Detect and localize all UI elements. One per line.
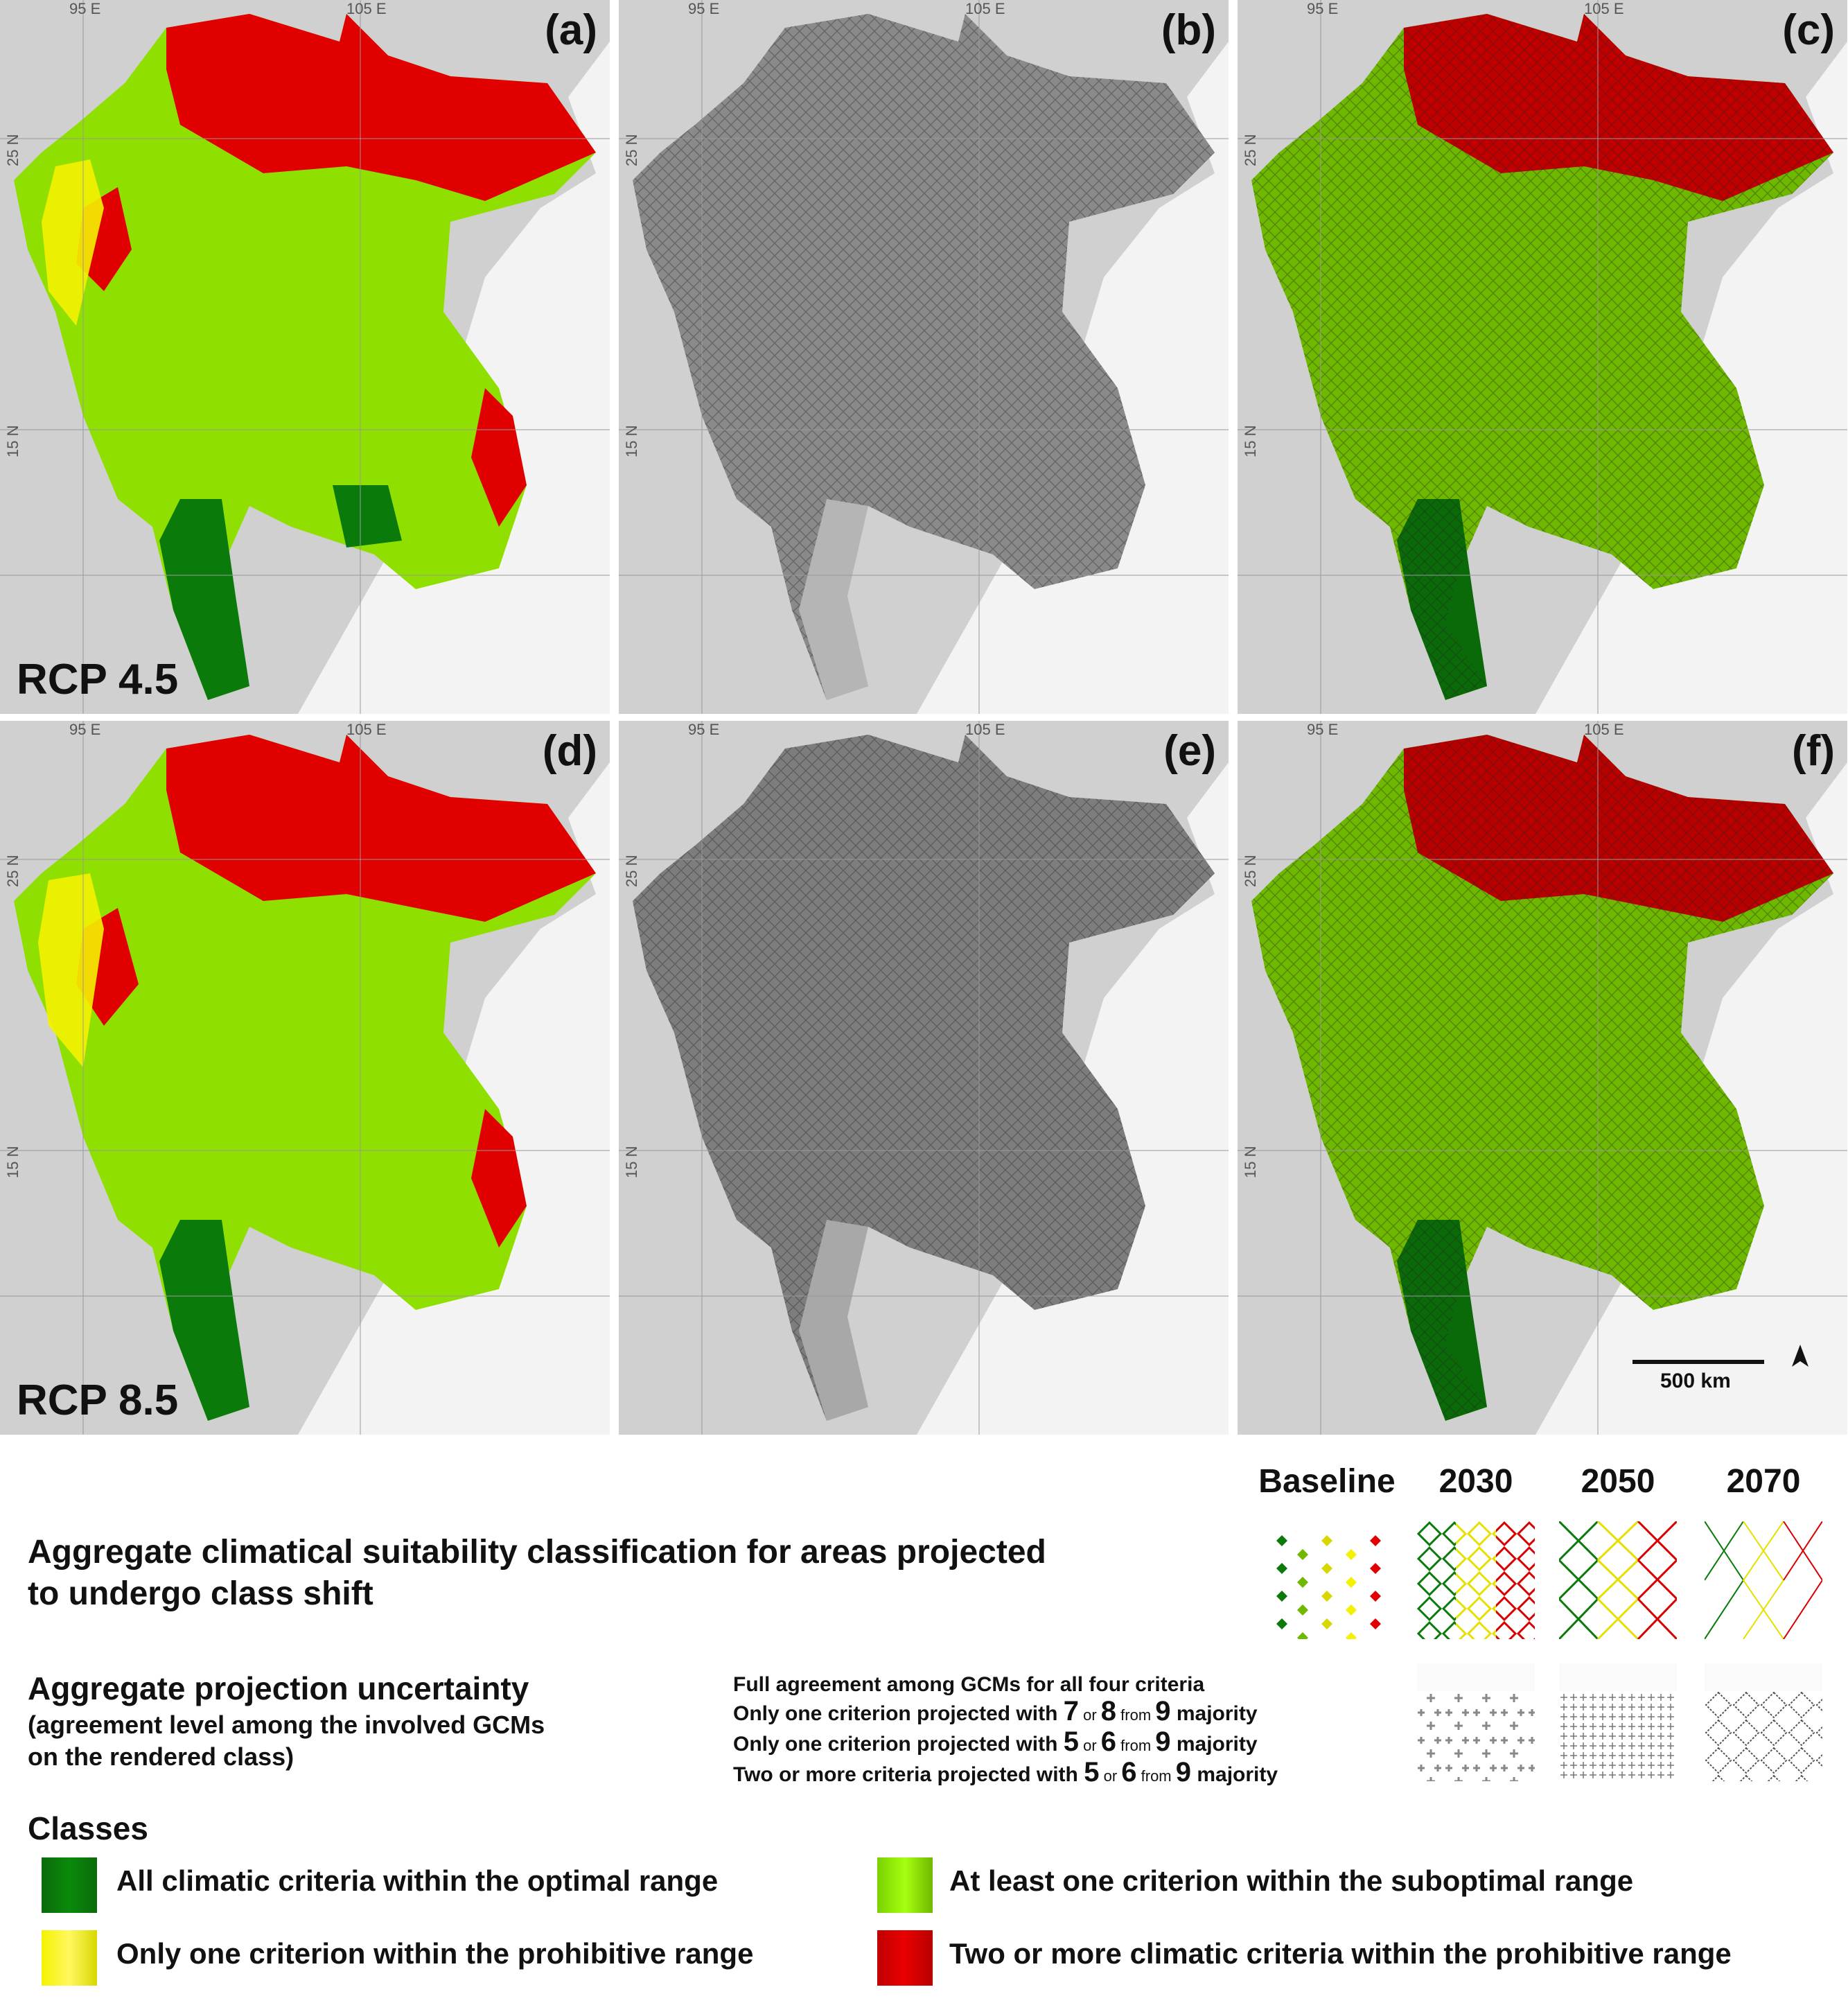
legend-uncertainty-subtitle: (agreement level among the involved GCMs…	[28, 1711, 545, 1771]
map-panel-a: 95 E 105 E 25 N 15 N (a) RCP 4.5	[0, 0, 610, 714]
lon-label: 105 E	[965, 0, 1005, 17]
lon-label: 95 E	[1307, 0, 1339, 17]
map-f	[1238, 721, 1847, 1435]
swatch-2030	[1417, 1521, 1535, 1639]
map-d	[0, 721, 610, 1435]
lon-label: 105 E	[346, 0, 387, 17]
lat-label: 15 N	[4, 1146, 21, 1178]
class-label-one-prohibitive: Only one criterion within the prohibitiv…	[116, 1937, 754, 1970]
lat-label: 15 N	[1242, 1146, 1259, 1178]
panel-label: (d)	[542, 727, 597, 775]
panel-label: (a)	[545, 6, 597, 54]
diamond-markers-icon	[1276, 1535, 1381, 1639]
legend-title-uncertainty: Aggregate projection uncertainty	[28, 1670, 529, 1706]
lon-label: 95 E	[688, 721, 720, 738]
lon-label: 105 E	[1584, 0, 1624, 17]
rcp-label: RCP 4.5	[17, 656, 179, 703]
agreement-row-2: Only one criterion projected with 7 or 8…	[733, 1696, 1258, 1726]
lat-label: 15 N	[1242, 425, 1259, 457]
agreement-row-4: Two or more criteria projected with 5 or…	[733, 1757, 1278, 1787]
lat-label: 25 N	[4, 134, 21, 166]
legend-title-classification: Aggregate climatical suitability classif…	[28, 1534, 1046, 1612]
map-panel-c: 95 E 105 E 25 N 15 N (c)	[1238, 0, 1847, 714]
map-a	[0, 0, 610, 714]
legend-col-2030: 2030	[1438, 1463, 1513, 1500]
panel-label: (c)	[1782, 6, 1835, 54]
agreement-row-3: Only one criterion projected with 5 or 6…	[733, 1726, 1258, 1757]
agreement-row-1: Full agreement among GCMs for all four c…	[733, 1673, 1205, 1696]
panel-label: (e)	[1163, 727, 1216, 775]
panel-label: (b)	[1161, 6, 1216, 54]
map-panel-b: 95 E 105 E 25 N 15 N (b)	[619, 0, 1229, 714]
lat-label: 25 N	[1242, 855, 1259, 887]
lon-label: 95 E	[69, 721, 101, 738]
class-label-optimal: All climatic criteria within the optimal…	[116, 1864, 719, 1897]
legend-col-2050: 2050	[1581, 1463, 1655, 1500]
swatch-2050	[1559, 1521, 1677, 1639]
map-panel-d: 95 E 105 E 25 N 15 N (d) RCP 8.5	[0, 721, 610, 1435]
lat-label: 25 N	[1242, 134, 1259, 166]
lat-label: 15 N	[623, 425, 640, 457]
lat-label: 25 N	[4, 855, 21, 887]
lon-label: 95 E	[1307, 721, 1339, 738]
uncertainty-swatch-2070	[1705, 1663, 1822, 1781]
agreement-list: Full agreement among GCMs for all four c…	[733, 1672, 1278, 1790]
lon-label: 105 E	[965, 721, 1005, 738]
class-swatch-two-prohibitive	[877, 1930, 933, 1986]
class-swatch-optimal	[42, 1857, 97, 1913]
classes-title: Classes	[28, 1810, 148, 1846]
map-c	[1238, 0, 1847, 714]
lat-label: 25 N	[623, 134, 640, 166]
lon-label: 95 E	[69, 0, 101, 17]
uncertainty-swatch-2050	[1559, 1663, 1677, 1781]
class-label-two-prohibitive: Two or more climatic criteria within the…	[949, 1937, 1732, 1970]
map-b	[619, 0, 1229, 714]
lon-label: 105 E	[1584, 721, 1624, 738]
swatch-baseline	[1271, 1521, 1389, 1639]
class-swatch-suboptimal	[877, 1857, 933, 1913]
panel-label: (f)	[1792, 727, 1835, 775]
legend-col-2070: 2070	[1726, 1463, 1801, 1500]
lon-label: 95 E	[688, 0, 720, 17]
lon-label: 105 E	[346, 721, 387, 738]
rcp-label: RCP 8.5	[17, 1376, 179, 1424]
uncertainty-swatch-2030	[1417, 1663, 1535, 1781]
scale-bar-label: 500 km	[1660, 1370, 1731, 1392]
lat-label: 25 N	[623, 855, 640, 887]
map-panel-f: 95 E 105 E 25 N 15 N (f) 500 km	[1238, 721, 1847, 1435]
legend-col-baseline: Baseline	[1258, 1463, 1396, 1500]
swatch-2070	[1705, 1521, 1822, 1639]
lat-label: 15 N	[4, 425, 21, 457]
lat-label: 15 N	[623, 1146, 640, 1178]
map-panel-e: 95 E 105 E 25 N 15 N (e)	[619, 721, 1229, 1435]
class-swatch-one-prohibitive	[42, 1930, 97, 1986]
class-label-suboptimal: At least one criterion within the subopt…	[949, 1864, 1634, 1897]
map-e	[619, 721, 1229, 1435]
